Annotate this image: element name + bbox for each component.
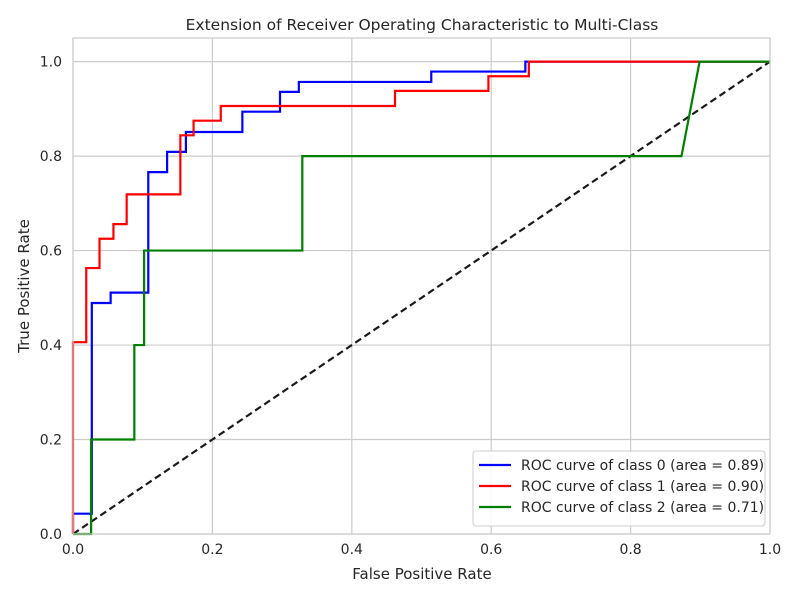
y-tick-label: 1.0 xyxy=(40,55,62,71)
y-axis-ticks: 0.0 0.2 0.4 0.6 0.8 1.0 xyxy=(40,55,62,543)
series-layer xyxy=(71,60,771,536)
chance-diagonal-line xyxy=(72,60,771,535)
x-tick-label: 0.4 xyxy=(341,542,363,558)
legend-entry-label: ROC curve of class 1 (area = 0.90) xyxy=(521,479,764,495)
y-tick-label: 0.0 xyxy=(40,527,62,543)
legend-entry-label: ROC curve of class 2 (area = 0.71) xyxy=(521,500,764,516)
legend: ROC curve of class 0 (area = 0.89) ROC cu… xyxy=(472,450,766,527)
legend-box xyxy=(472,450,766,527)
x-tick-label: 0.2 xyxy=(201,542,223,558)
y-tick-label: 0.2 xyxy=(40,433,62,449)
legend-entry-label: ROC curve of class 0 (area = 0.89) xyxy=(521,458,764,474)
x-axis-ticks: 0.0 0.2 0.4 0.6 0.8 1.0 xyxy=(62,542,781,558)
chart-title: Extension of Receiver Operating Characte… xyxy=(186,16,659,34)
y-axis-label: True Positive Rate xyxy=(15,219,33,354)
x-tick-label: 1.0 xyxy=(759,542,781,558)
x-tick-label: 0.8 xyxy=(619,542,641,558)
roc-curve-class-0 xyxy=(71,60,770,534)
roc-curve-class-2 xyxy=(73,60,770,536)
y-tick-label: 0.8 xyxy=(40,149,62,165)
x-tick-label: 0.0 xyxy=(62,542,84,558)
y-tick-label: 0.4 xyxy=(40,338,62,354)
y-tick-label: 0.6 xyxy=(40,244,62,260)
x-axis-label: False Positive Rate xyxy=(352,565,491,583)
x-tick-label: 0.6 xyxy=(480,542,502,558)
plot-frame xyxy=(72,37,771,535)
roc-curve-class-1 xyxy=(71,60,770,534)
